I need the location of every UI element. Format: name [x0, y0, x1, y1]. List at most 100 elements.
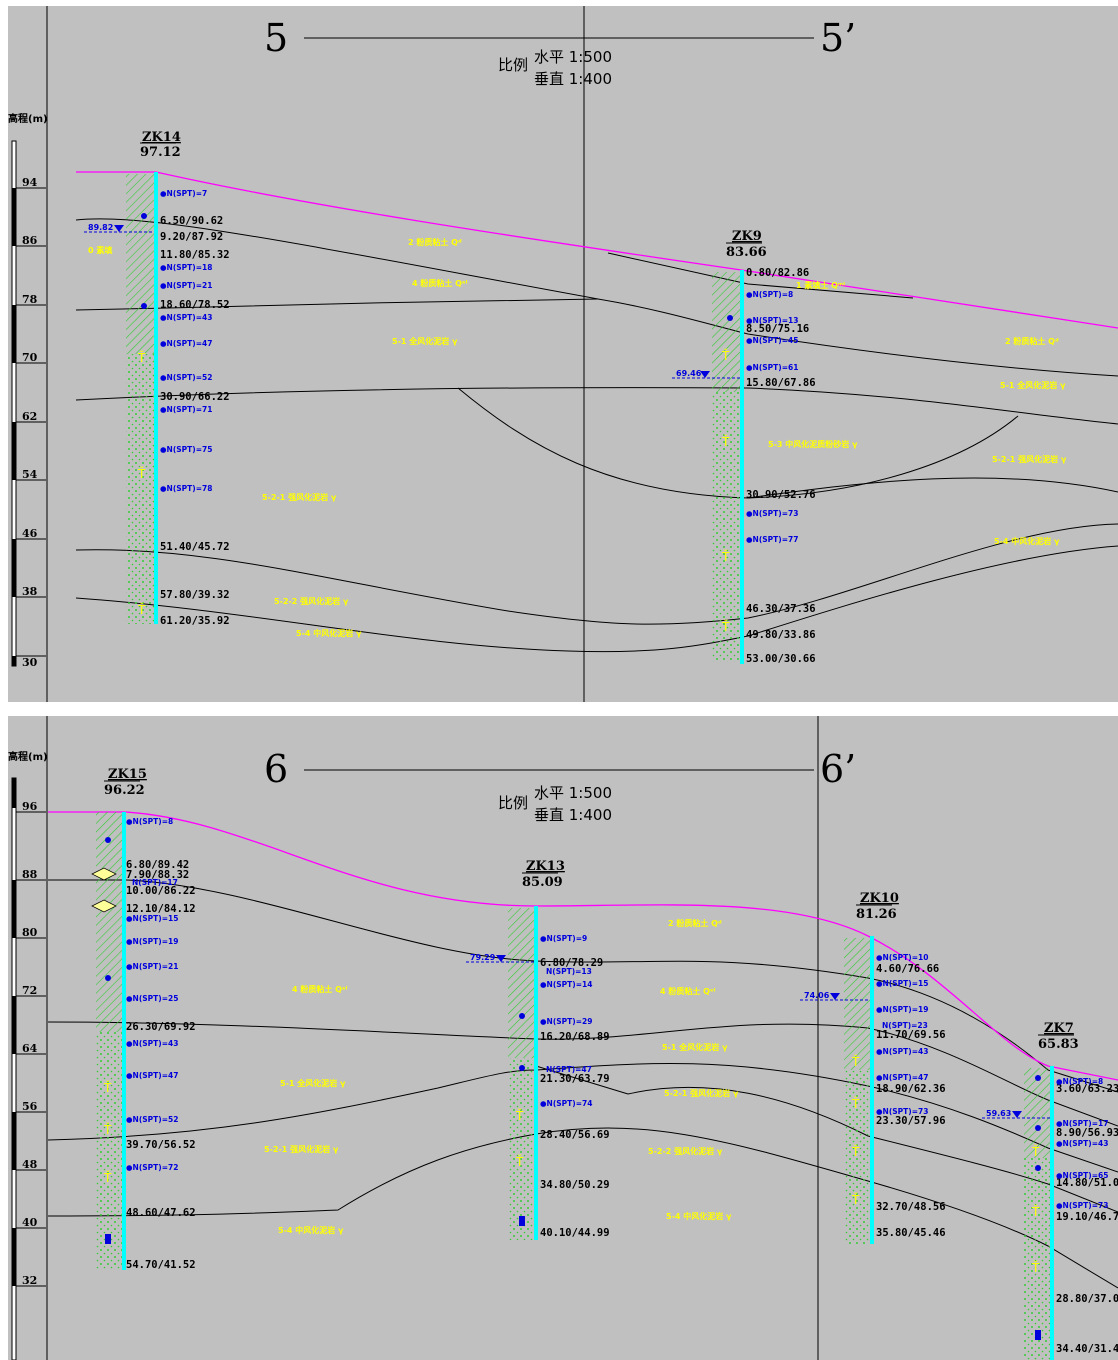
depth-label: 30.90/66.22 [160, 391, 230, 403]
spt-label: ●N(SPT)=25 [126, 994, 178, 1003]
scale-label: 比例 [498, 56, 528, 74]
depth-label: 54.70/41.52 [126, 1259, 196, 1271]
spt-label: N(SPT)=17 [132, 878, 178, 887]
depth-label: 40.10/44.99 [540, 1227, 610, 1239]
borehole-elevation: 96.22 [104, 783, 145, 798]
spt-label: ●N(SPT)=73 [1056, 1201, 1108, 1210]
layer-labels: 2 粉质粘土 Qᵈ 4 粉质粘土 Qᵉˡ 4 粉质粘土 Qᵉˡ 5-1 全风化泥… [264, 918, 739, 1235]
depth-label: 46.30/37.36 [746, 603, 816, 615]
depth-label: 23.30/57.96 [876, 1115, 946, 1127]
soil-symbol: Ť [721, 348, 730, 363]
spt-label: ●N(SPT)=14 [540, 980, 592, 989]
spt-label: ●N(SPT)=61 [746, 363, 798, 372]
spt-label: ●N(SPT)=74 [540, 1099, 592, 1108]
depth-label: 57.80/39.32 [160, 589, 230, 601]
soil-symbol: Ť [851, 1054, 860, 1069]
layer-label: 2 粉质粘土 Qᵈ [668, 918, 722, 928]
elev-tick: 72 [22, 984, 37, 997]
elev-tick: 96 [22, 800, 38, 813]
depth-label: 39.70/56.52 [126, 1139, 196, 1151]
spt-label: ●N(SPT)=78 [160, 484, 212, 493]
spt-label: ●N(SPT)=19 [126, 937, 178, 946]
borehole-bar [534, 906, 538, 1240]
borehole-bar [740, 270, 744, 664]
spt-label: ●N(SPT)=17 [1056, 1119, 1108, 1128]
dots-column [96, 1032, 122, 1270]
borehole-zk10: ZK10 81.26 4.60/76.66 11.70/69.56 18.90/… [844, 891, 946, 1244]
layer-label: 5-2-2 强风化泥岩 γ [648, 1146, 723, 1156]
scale-vertical: 垂直 1:400 [534, 806, 612, 824]
elev-tick: 38 [22, 585, 38, 598]
section-5-drawing: 5 5’ 比例 水平 1:500 垂直 1:400 高程(m) 94 86 78… [8, 6, 1118, 702]
soil-symbol: Ť [103, 1122, 112, 1137]
depth-label: 6.80/89.42 [126, 859, 189, 871]
spt-label: ●N(SPT)=75 [160, 445, 212, 454]
borehole-bar [122, 812, 126, 1270]
borehole-id: ZK7 [1044, 1021, 1074, 1036]
water-level-value: 89.82 [88, 223, 113, 232]
section-5-panel: 5 5’ 比例 水平 1:500 垂直 1:400 高程(m) 94 86 78… [8, 6, 1118, 702]
depth-label: 28.80/37.03 [1056, 1293, 1118, 1305]
spt-label: ●N(SPT)=21 [126, 962, 178, 971]
section-6-drawing: 6 6’ 比例 水平 1:500 垂直 1:400 高程(m) 96 88 80… [8, 716, 1118, 1360]
depth-label: 32.70/48.56 [876, 1201, 946, 1213]
depth-label: 4.60/76.66 [876, 963, 939, 975]
elevation-ruler [11, 140, 17, 667]
spt-label: ●N(SPT)=47 [876, 1073, 928, 1082]
water-level-marker: 79.29 [466, 953, 534, 963]
spt-label: ●N(SPT)=72 [126, 1163, 178, 1172]
spt-label: ●N(SPT)=47 [160, 339, 212, 348]
spt-label: N(SPT)=47 [546, 1065, 592, 1074]
borehole-elevation: 85.09 [522, 875, 563, 890]
elev-tick: 88 [22, 868, 38, 881]
elevation-axis-title: 高程(m) [8, 112, 48, 125]
spt-label: ●N(SPT)=43 [126, 1039, 178, 1048]
spt-label: ●N(SPT)=65 [1056, 1171, 1108, 1180]
depth-label: 8.50/75.16 [746, 323, 809, 335]
layer-label: 5-3 中风化泥质粉砂岩 γ [768, 439, 858, 449]
layer-label: 0 素填 [88, 245, 112, 255]
spt-label: ●N(SPT)=52 [160, 373, 212, 382]
spt-label: ●N(SPT)=9 [540, 934, 587, 943]
water-level-marker: 69.46 [672, 369, 740, 379]
depth-label: 51.40/45.72 [160, 541, 230, 553]
depth-label: 7.90/88.32 [126, 869, 189, 881]
hatch-column [712, 272, 740, 392]
layer-label: 2 粉质粘土 Qᵈ [1005, 336, 1059, 346]
elev-tick: 64 [22, 1042, 38, 1055]
spt-label: ●N(SPT)=19 [876, 1005, 928, 1014]
elevation-axis-title: 高程(m) [8, 750, 48, 763]
depth-label: 11.80/85.32 [160, 249, 230, 261]
layer-label: 5-2-1 强风化泥岩 γ [664, 1088, 739, 1098]
water-level-value: 59.63 [986, 1109, 1011, 1118]
depth-label: 0.80/82.86 [746, 267, 809, 279]
spt-label: ●N(SPT)=8 [746, 290, 793, 299]
elev-tick: 48 [22, 1158, 38, 1171]
hatch-column [1024, 1068, 1050, 1158]
borehole-id: ZK10 [860, 891, 899, 906]
elev-tick: 56 [22, 1100, 38, 1113]
elev-tick: 30 [22, 656, 38, 669]
borehole-id: ZK14 [142, 130, 181, 145]
soil-symbol: Ť [137, 466, 146, 481]
borehole-id: ZK15 [108, 767, 147, 782]
borehole-bar [1050, 1066, 1054, 1360]
spt-label: ●N(SPT)=73 [876, 1107, 928, 1116]
borehole-id: ZK9 [732, 229, 762, 244]
layer-label: 5-2-1 强风化泥岩 γ [992, 454, 1067, 464]
depth-label: 10.00/86.22 [126, 885, 196, 897]
elev-tick: 78 [22, 293, 38, 306]
borehole-bar [870, 936, 874, 1244]
depth-label: 61.20/35.92 [160, 615, 230, 627]
layer-label: 4 粉质粘土 Qᵉˡ [412, 278, 468, 288]
ground-surface-line [48, 811, 1118, 1081]
elev-tick: 70 [22, 351, 38, 364]
layer-labels: 0 素填 2 粉质粘土 Qᵈ 4 粉质粘土 Qᵉˡ 1 素填土 Qᵐˡ 5-1 … [88, 237, 1067, 638]
water-level-marker: 59.63 [982, 1109, 1050, 1119]
soil-symbol: Ť [851, 1144, 860, 1159]
sample-marker [91, 867, 117, 881]
dots-column [508, 1058, 534, 1240]
layer-label: 5-1 全风化泥岩 γ [662, 1042, 728, 1052]
depth-label: 34.40/31.43 [1056, 1343, 1118, 1355]
elev-tick: 46 [22, 527, 38, 540]
